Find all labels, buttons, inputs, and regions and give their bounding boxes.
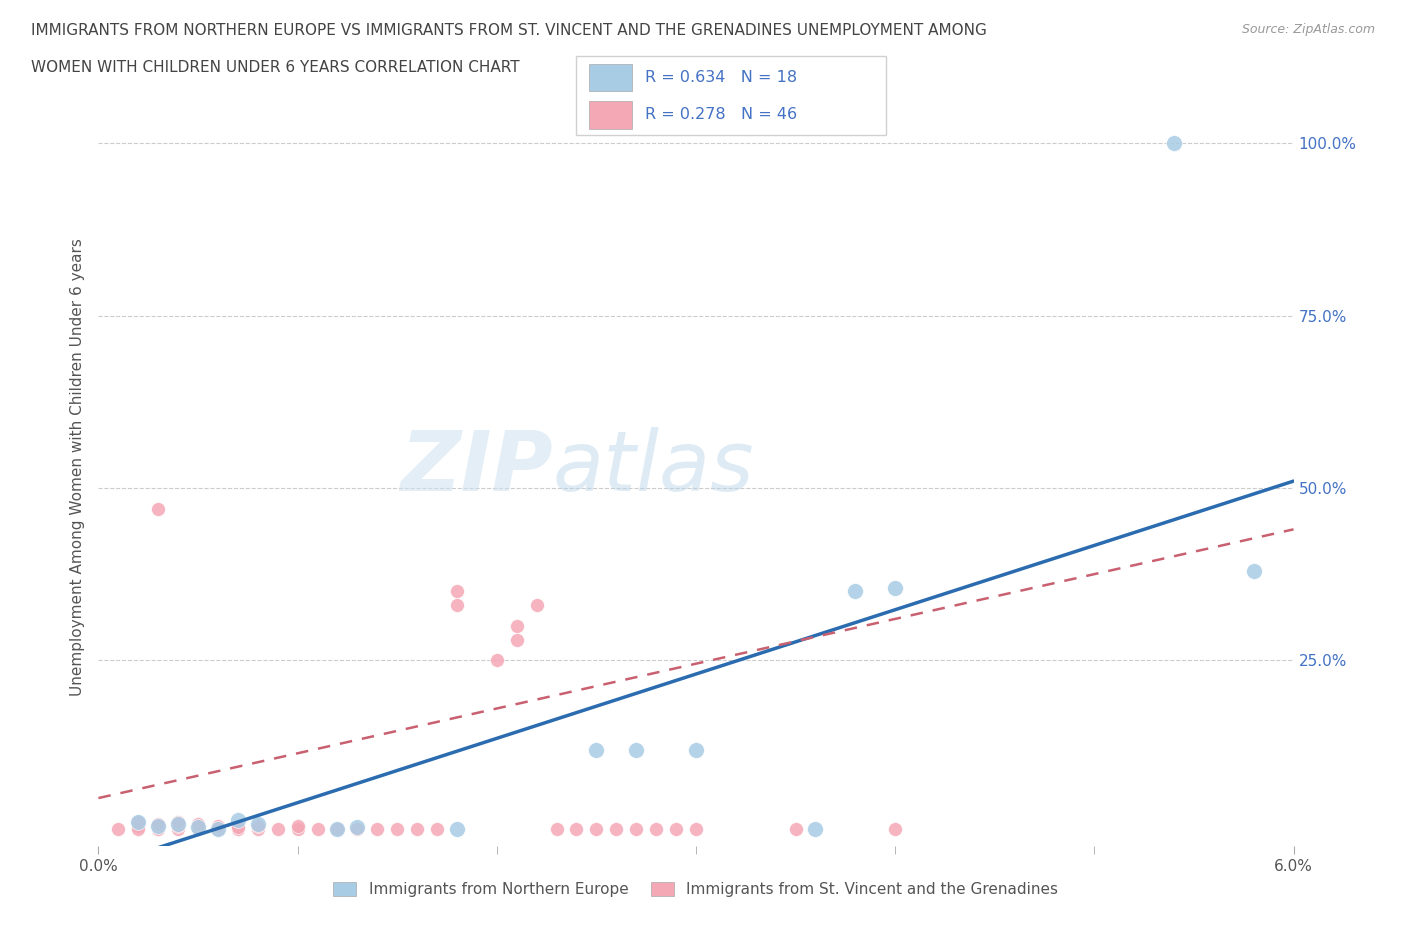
Point [785, 821, 807, 836]
Point [226, 813, 249, 828]
Point [446, 584, 468, 599]
Point [148, 818, 170, 833]
Point [406, 821, 429, 836]
Point [207, 821, 229, 836]
Point [366, 821, 388, 836]
Text: R = 0.278   N = 46: R = 0.278 N = 46 [644, 107, 797, 122]
Point [127, 815, 149, 830]
Point [187, 817, 209, 831]
Text: IMMIGRANTS FROM NORTHERN EUROPE VS IMMIGRANTS FROM ST. VINCENT AND THE GRENADINE: IMMIGRANTS FROM NORTHERN EUROPE VS IMMIG… [31, 23, 987, 38]
Point [1243, 564, 1265, 578]
Point [127, 818, 149, 833]
Point [207, 821, 229, 836]
Point [526, 598, 548, 613]
Point [127, 821, 149, 836]
Point [226, 821, 249, 836]
Point [506, 632, 529, 647]
FancyBboxPatch shape [589, 100, 633, 128]
Point [167, 815, 190, 830]
Point [226, 819, 249, 834]
Point [287, 821, 309, 836]
Point [246, 817, 269, 831]
Point [546, 821, 568, 836]
Point [884, 821, 907, 836]
Point [167, 818, 190, 833]
Point [446, 598, 468, 613]
Point [246, 821, 269, 836]
Point [326, 821, 349, 836]
Point [187, 819, 209, 834]
Point [626, 821, 648, 836]
Point [148, 821, 170, 836]
Point [685, 821, 707, 836]
Point [665, 821, 688, 836]
Point [585, 821, 607, 836]
Point [585, 742, 607, 757]
Point [1163, 136, 1185, 151]
Point [346, 819, 368, 834]
Point [127, 815, 149, 830]
Point [426, 821, 449, 836]
Point [346, 821, 368, 836]
Point [167, 817, 190, 831]
Point [287, 818, 309, 833]
Point [307, 821, 329, 836]
Point [326, 821, 349, 836]
Point [884, 580, 907, 595]
Point [385, 821, 409, 836]
Point [148, 501, 170, 516]
Legend: Immigrants from Northern Europe, Immigrants from St. Vincent and the Grenadines: Immigrants from Northern Europe, Immigra… [328, 876, 1064, 903]
Point [187, 819, 209, 834]
Point [267, 821, 290, 836]
Point [246, 818, 269, 833]
Point [506, 618, 529, 633]
Text: R = 0.634   N = 18: R = 0.634 N = 18 [644, 70, 797, 85]
Point [446, 821, 468, 836]
Point [148, 818, 170, 833]
FancyBboxPatch shape [589, 64, 633, 91]
Text: WOMEN WITH CHILDREN UNDER 6 YEARS CORRELATION CHART: WOMEN WITH CHILDREN UNDER 6 YEARS CORREL… [31, 60, 520, 75]
Point [148, 817, 170, 831]
Point [804, 821, 827, 836]
Point [207, 818, 229, 833]
Point [107, 821, 129, 836]
Text: ZIP: ZIP [399, 427, 553, 508]
Point [187, 821, 209, 836]
Point [605, 821, 627, 836]
Text: atlas: atlas [553, 427, 754, 508]
Point [844, 584, 866, 599]
Point [626, 742, 648, 757]
Point [645, 821, 668, 836]
FancyBboxPatch shape [576, 56, 886, 135]
Point [485, 653, 508, 668]
Point [565, 821, 588, 836]
Point [167, 821, 190, 836]
Y-axis label: Unemployment Among Women with Children Under 6 years: Unemployment Among Women with Children U… [70, 238, 86, 697]
Point [685, 742, 707, 757]
Text: Source: ZipAtlas.com: Source: ZipAtlas.com [1241, 23, 1375, 36]
